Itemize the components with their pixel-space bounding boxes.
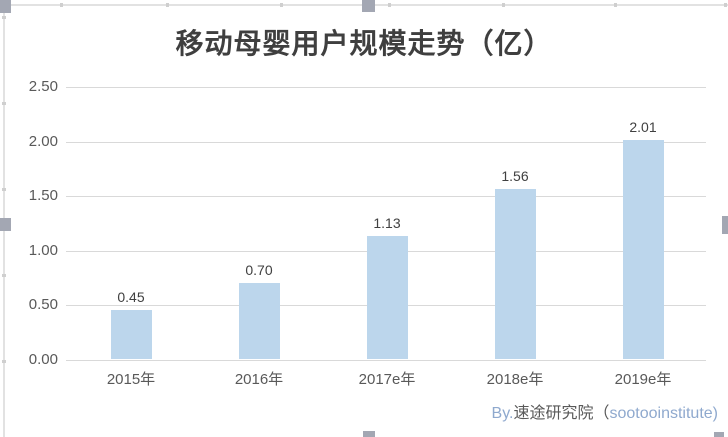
y-axis-tick-label: 2.50 (28, 78, 58, 95)
bar-2016年[interactable] (238, 283, 280, 360)
gridline-2.00 (66, 141, 706, 143)
attribution-latin: sootooinstitute) (609, 405, 718, 422)
attribution-org: 速途研究院（ (513, 405, 610, 422)
cell-boundary-tick (60, 3, 63, 7)
bar-2015年[interactable] (110, 310, 152, 360)
x-axis-tick-label: 2015年 (106, 371, 156, 388)
y-axis-tick-label: 0.50 (28, 296, 58, 313)
cell-boundary-tick (166, 3, 169, 7)
cell-boundary-tick (614, 3, 617, 7)
bar-2018e年[interactable] (494, 189, 536, 360)
selection-handle-bottom-right[interactable] (714, 432, 724, 437)
cell-boundary-tick (2, 188, 6, 191)
selection-handle-left-middle[interactable] (0, 218, 11, 231)
bar-value-label: 1.13 (373, 215, 401, 232)
gridline-1.50 (66, 196, 706, 197)
x-axis-tick-label: 2016年 (234, 371, 284, 388)
x-axis-tick-label: 2018e年 (486, 371, 544, 388)
cell-boundary-tick (388, 3, 391, 7)
y-axis-tick-label: 1.00 (28, 241, 58, 259)
bar-2017e年[interactable] (366, 236, 408, 360)
bar-2019e年[interactable] (622, 140, 664, 360)
gridline-2.50 (66, 87, 706, 88)
cell-boundary-tick (280, 3, 283, 7)
selection-handle-top-left[interactable] (0, 0, 11, 13)
bar-value-label: 2.01 (629, 119, 657, 136)
cell-boundary-tick (2, 360, 6, 363)
bar-value-label: 0.70 (245, 262, 273, 279)
chart-title[interactable]: 移动母婴用户规模走势（亿） (175, 28, 553, 59)
y-axis-tick-label: 2.00 (28, 132, 58, 150)
cell-boundary-tick (2, 102, 6, 105)
x-axis-tick-label: 2017e年 (358, 371, 416, 388)
bar-value-label: 0.45 (117, 289, 145, 306)
attribution-by: By. (491, 405, 514, 422)
x-axis-tick-label: 2019e年 (614, 371, 672, 388)
selection-handle-top-middle[interactable] (362, 0, 375, 12)
cell-boundary-tick (2, 16, 6, 19)
selection-handle-bottom-middle[interactable] (363, 431, 375, 437)
gridline-0.00 (66, 359, 706, 361)
cell-boundary-tick (502, 3, 505, 7)
y-axis-tick-label: 0.00 (28, 350, 58, 368)
y-axis-tick-label: 1.50 (28, 187, 58, 204)
cell-boundary-tick (724, 3, 727, 7)
selection-handle-right-middle[interactable] (722, 216, 728, 234)
source-attribution: By.速途研究院（sootooinstitute) (492, 399, 718, 423)
cell-boundary-tick (2, 274, 6, 277)
bar-value-label: 1.56 (501, 168, 529, 185)
